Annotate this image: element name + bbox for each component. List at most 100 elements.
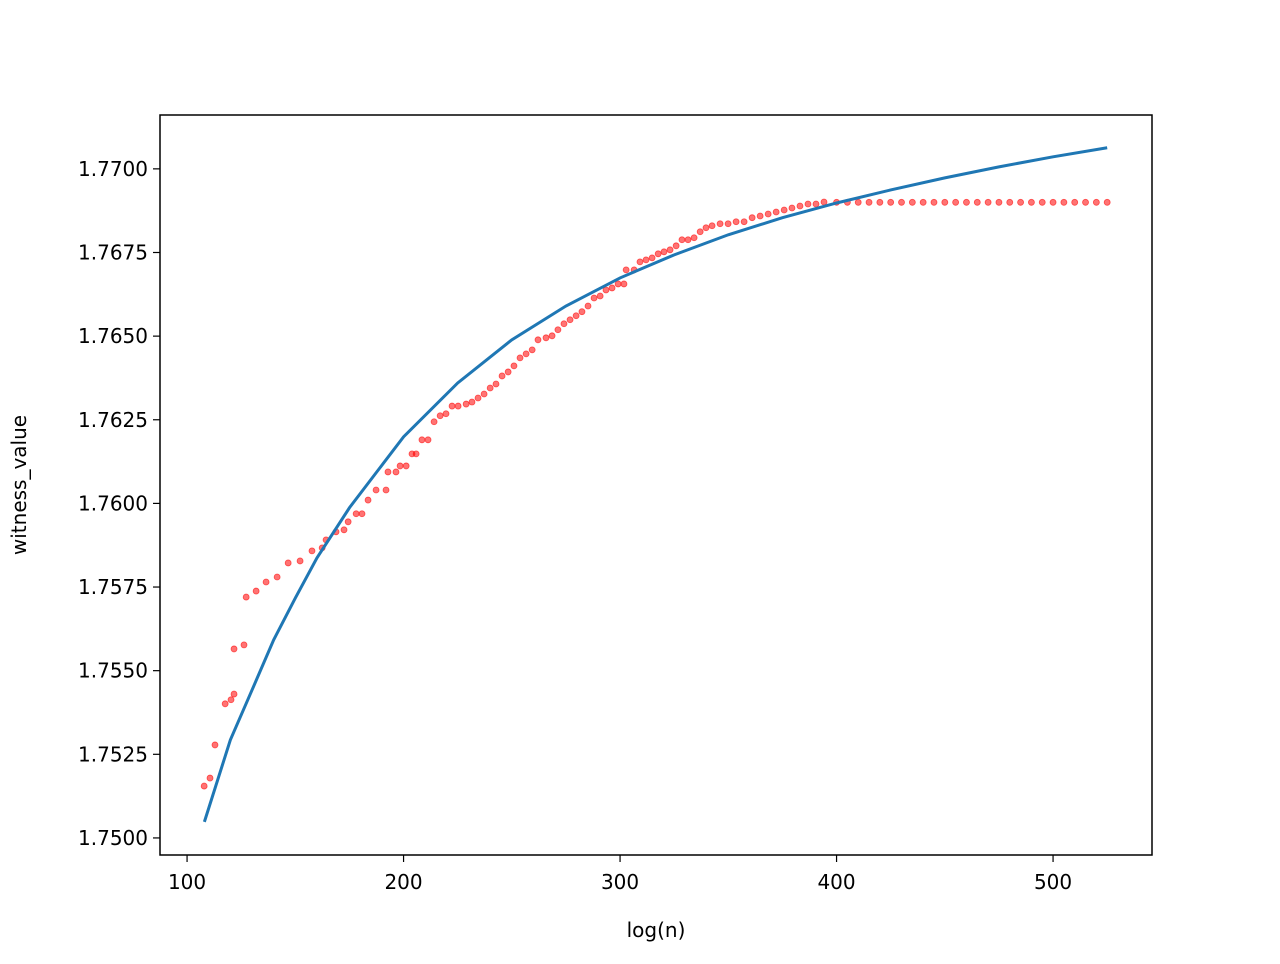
scatter-point <box>578 308 586 316</box>
scatter-point <box>486 384 494 392</box>
scatter-point <box>436 412 444 420</box>
scatter-point <box>764 210 772 218</box>
scatter-point <box>206 774 214 782</box>
x-tick-label: 100 <box>168 870 206 894</box>
scatter-point <box>740 218 748 226</box>
scatter-point <box>211 741 219 749</box>
scatter-point <box>614 280 622 288</box>
y-axis-label: witness_value <box>7 415 31 555</box>
scatter-point <box>542 334 550 342</box>
scatter-point <box>396 462 404 470</box>
scatter-point <box>200 782 208 790</box>
scatter-point <box>382 486 390 494</box>
scatter-point <box>273 573 281 581</box>
y-tick-label: 1.7650 <box>78 324 148 348</box>
scatter-point <box>648 254 656 262</box>
scatter-point <box>678 236 686 244</box>
scatter-point <box>708 222 716 230</box>
scatter-point <box>865 198 873 206</box>
scatter-point <box>442 410 450 418</box>
scatter-point <box>384 468 392 476</box>
scatter-point <box>854 198 862 206</box>
scatter-point <box>1017 198 1024 206</box>
scatter-point <box>1006 198 1014 206</box>
scatter-point <box>642 256 650 264</box>
y-tick-label: 1.7700 <box>78 157 148 181</box>
scatter-point <box>418 436 426 444</box>
scatter-point <box>1071 198 1079 206</box>
scatter-point <box>448 402 456 410</box>
x-axis-label: log(n) <box>627 918 686 942</box>
scatter-point <box>572 312 580 320</box>
scatter-point <box>227 696 235 704</box>
scatter-point <box>716 220 724 228</box>
x-tick-label: 200 <box>384 870 422 894</box>
fit-line <box>202 146 1108 823</box>
scatter-point <box>1082 198 1089 206</box>
scatter-point <box>534 336 542 344</box>
scatter-point <box>392 468 400 476</box>
scatter-point <box>780 206 788 214</box>
scatter-point <box>941 198 949 206</box>
scatter-point <box>516 354 524 362</box>
scatter-point <box>498 372 506 380</box>
scatter-point <box>672 242 680 250</box>
scatter-point <box>364 496 372 504</box>
plot-frame <box>159 114 1153 856</box>
scatter-point <box>352 510 360 518</box>
scatter-point <box>796 202 804 210</box>
scatter-point <box>654 250 662 258</box>
scatter-point <box>430 418 438 426</box>
scatter-point <box>372 486 380 494</box>
scatter-point <box>666 246 674 254</box>
y-tick-label: 1.7675 <box>78 240 148 264</box>
scatter-point <box>296 557 304 565</box>
scatter-point <box>284 559 292 567</box>
scatter-point <box>690 234 698 242</box>
scatter-point <box>660 248 668 256</box>
scatter-point <box>1049 198 1057 206</box>
scatter-point <box>240 641 248 649</box>
scatter-point <box>554 326 562 334</box>
scatter-point <box>622 266 630 274</box>
scatter-point <box>454 402 462 410</box>
scatter-point <box>590 294 598 302</box>
scatter-point <box>908 198 916 206</box>
scatter-point <box>340 526 348 534</box>
scatter-point <box>468 398 476 406</box>
scatter-point <box>748 214 756 222</box>
scatter-point <box>308 547 316 555</box>
scatter-point <box>636 258 644 266</box>
scatter-point <box>584 302 592 310</box>
scatter-point <box>930 198 938 206</box>
scatter-point <box>788 204 796 212</box>
scatter-point <box>566 316 574 324</box>
y-tick-label: 1.7625 <box>78 408 148 432</box>
scatter-point <box>252 587 260 595</box>
scatter-point <box>596 292 604 300</box>
scatter-point <box>548 332 556 340</box>
scatter-point <box>1038 198 1046 206</box>
scatter-point <box>696 228 704 236</box>
x-tick-label: 300 <box>601 870 639 894</box>
scatter-point <box>702 224 710 232</box>
scatter-point <box>804 200 812 208</box>
scatter-point <box>1060 198 1068 206</box>
scatter-point <box>358 510 366 518</box>
scatter-point <box>887 198 895 206</box>
scatter-point <box>230 690 238 698</box>
scatter-point <box>963 198 970 206</box>
scatter-point <box>492 380 500 388</box>
scatter-point <box>510 362 518 370</box>
scatter-point <box>230 645 238 653</box>
scatter-point <box>724 220 732 228</box>
scatter-point <box>528 346 536 354</box>
scatter-point <box>772 208 780 216</box>
scatter-point <box>424 436 432 444</box>
scatter-point <box>984 198 992 206</box>
scatter-point <box>242 593 250 601</box>
y-tick-label: 1.7500 <box>78 826 148 850</box>
scatter-point <box>560 320 568 328</box>
